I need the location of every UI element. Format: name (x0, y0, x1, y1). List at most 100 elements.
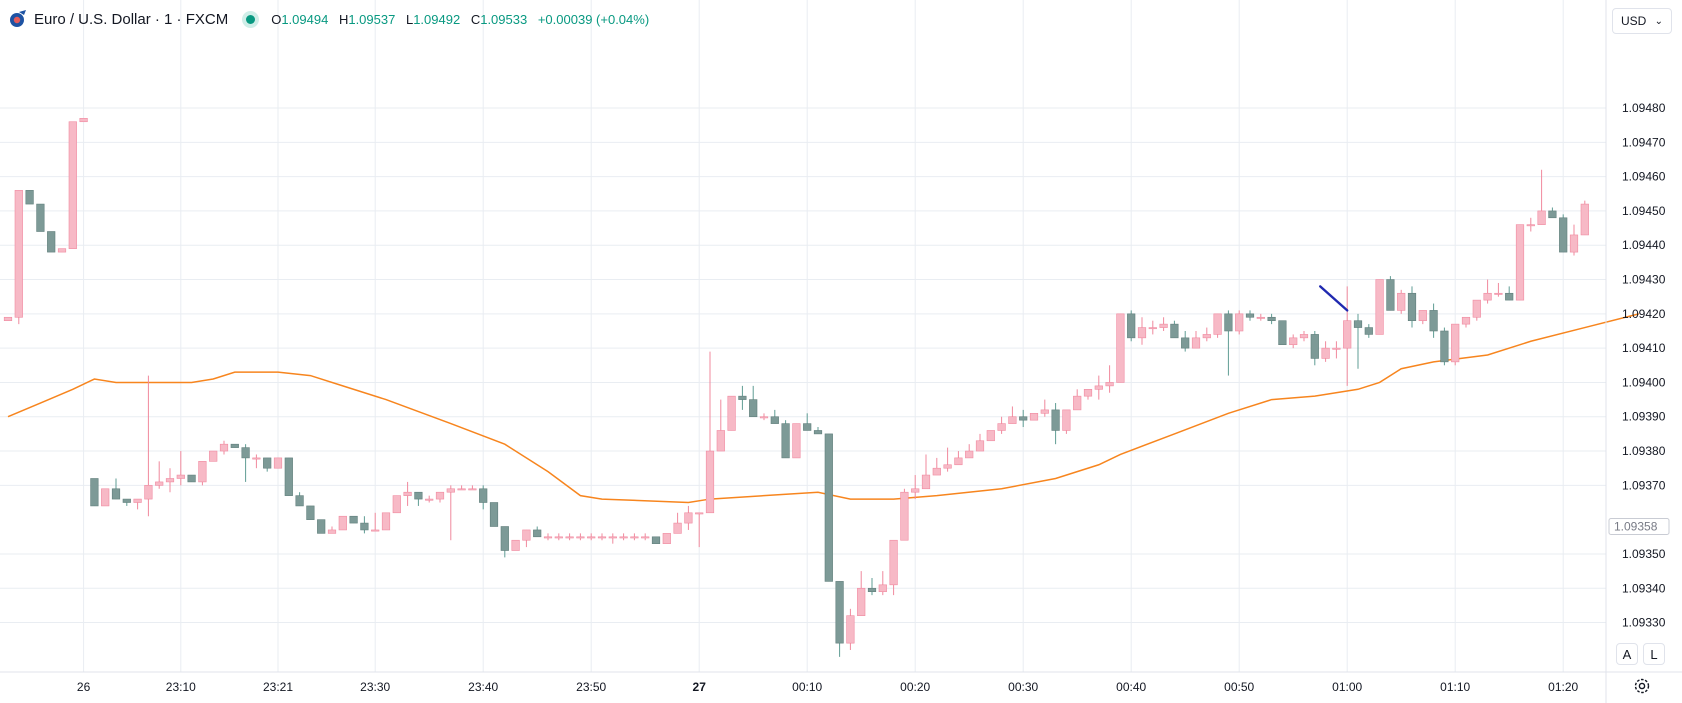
candle-body[interactable] (1267, 316, 1276, 321)
candle-body[interactable] (500, 526, 509, 551)
candle-body[interactable] (489, 502, 499, 527)
candle-body[interactable] (165, 478, 175, 483)
candle-body[interactable] (1353, 320, 1363, 328)
candle-body[interactable] (241, 447, 250, 459)
candle-body[interactable] (1029, 413, 1039, 421)
candle-body[interactable] (1040, 409, 1049, 414)
candle-body[interactable] (1472, 299, 1481, 318)
candle-body[interactable] (759, 416, 769, 419)
candle-body[interactable] (1181, 337, 1190, 349)
candle-body[interactable] (349, 515, 358, 524)
candle-body[interactable] (911, 488, 920, 493)
candle-body[interactable] (187, 474, 196, 483)
candle-body[interactable] (1051, 409, 1060, 431)
settings-gear-icon[interactable] (1632, 676, 1652, 696)
candlestick-series[interactable] (3, 118, 1589, 657)
candle-body[interactable] (25, 190, 34, 205)
candle-body[interactable] (122, 498, 131, 503)
candle-body[interactable] (327, 529, 337, 534)
candle-body[interactable] (641, 536, 650, 539)
candle-body[interactable] (1278, 320, 1287, 346)
candle-body[interactable] (1170, 323, 1179, 339)
candle-body[interactable] (608, 536, 617, 539)
candle-body[interactable] (705, 450, 715, 514)
candle-body[interactable] (1116, 313, 1125, 383)
candle-body[interactable] (252, 457, 261, 460)
candle-body[interactable] (79, 118, 88, 123)
candle-body[interactable] (144, 485, 153, 500)
candle-body[interactable] (371, 529, 380, 532)
candle-body[interactable] (435, 491, 445, 500)
candle-body[interactable] (1213, 313, 1222, 335)
candle-body[interactable] (781, 423, 790, 459)
candle-body[interactable] (554, 536, 563, 539)
candle-body[interactable] (986, 430, 995, 442)
candle-body[interactable] (1137, 327, 1147, 339)
candle-body[interactable] (1569, 234, 1579, 253)
candle-body[interactable] (867, 587, 877, 592)
candle-body[interactable] (155, 481, 164, 486)
candle-body[interactable] (273, 457, 283, 469)
candle-body[interactable] (1310, 334, 1319, 359)
candle-body[interactable] (965, 450, 974, 459)
candle-body[interactable] (1256, 316, 1265, 319)
symbol-legend[interactable]: Euro / U.S. Dollar · 1 · FXCM O1.09494 H… (8, 8, 656, 30)
candle-body[interactable] (1548, 210, 1557, 219)
candle-body[interactable] (1235, 313, 1244, 332)
candle-body[interactable] (803, 423, 812, 431)
candle-body[interactable] (468, 488, 477, 491)
candle-body[interactable] (263, 457, 272, 469)
candle-body[interactable] (295, 495, 304, 507)
candle-body[interactable] (198, 461, 207, 483)
candle-body[interactable] (457, 488, 466, 491)
candle-body[interactable] (317, 519, 326, 534)
price-axis[interactable]: 1.09480 1.09470 1.09460 1.09450 1.09440 1.094… (1608, 101, 1670, 630)
candle-body[interactable] (565, 536, 574, 539)
candle-body[interactable] (1105, 382, 1114, 387)
candle-body[interactable] (219, 443, 229, 452)
candle-body[interactable] (1580, 203, 1589, 236)
candle-body[interactable] (619, 536, 628, 539)
candle-body[interactable] (813, 430, 823, 435)
candle-body[interactable] (716, 430, 725, 452)
symbol-title[interactable]: Euro / U.S. Dollar · 1 · FXCM (34, 10, 229, 28)
candle-body[interactable] (543, 536, 553, 539)
candle-body[interactable] (68, 121, 77, 249)
candle-body[interactable] (533, 529, 542, 538)
candle-body[interactable] (338, 515, 347, 531)
candle-body[interactable] (511, 539, 520, 551)
candle-body[interactable] (662, 533, 671, 544)
candle-body[interactable] (651, 536, 661, 544)
currency-selector[interactable]: USD ⌄ (1612, 8, 1672, 34)
candle-body[interactable] (1364, 327, 1373, 335)
candle-body[interactable] (306, 505, 315, 520)
candle-body[interactable] (446, 488, 455, 493)
candle-body[interactable] (1008, 416, 1017, 424)
trend-line-drawing[interactable] (1318, 285, 1349, 312)
candle-body[interactable] (403, 491, 412, 496)
candle-body[interactable] (414, 491, 423, 500)
candle-body[interactable] (1494, 292, 1503, 295)
candle-body[interactable] (36, 203, 45, 232)
candle-body[interactable] (727, 395, 736, 431)
candle-body[interactable] (1451, 323, 1460, 363)
candle-body[interactable] (1202, 334, 1211, 339)
candle-body[interactable] (133, 498, 142, 503)
candle-body[interactable] (90, 478, 99, 507)
market-status-indicator[interactable] (246, 14, 256, 24)
candle-body[interactable] (1159, 323, 1168, 328)
candle-body[interactable] (1526, 224, 1535, 227)
candle-body[interactable] (284, 457, 293, 496)
candle-body[interactable] (381, 512, 391, 531)
candle-body[interactable] (1505, 292, 1514, 301)
auto-scale-button[interactable]: A (1616, 643, 1638, 665)
candle-body[interactable] (792, 423, 801, 459)
candle-body[interactable] (695, 512, 704, 515)
candle-body[interactable] (738, 395, 747, 400)
candle-body[interactable] (1148, 327, 1157, 330)
candle-body[interactable] (1062, 409, 1071, 431)
candle-body[interactable] (1559, 217, 1568, 253)
candle-body[interactable] (230, 443, 239, 448)
candle-body[interactable] (684, 512, 693, 524)
